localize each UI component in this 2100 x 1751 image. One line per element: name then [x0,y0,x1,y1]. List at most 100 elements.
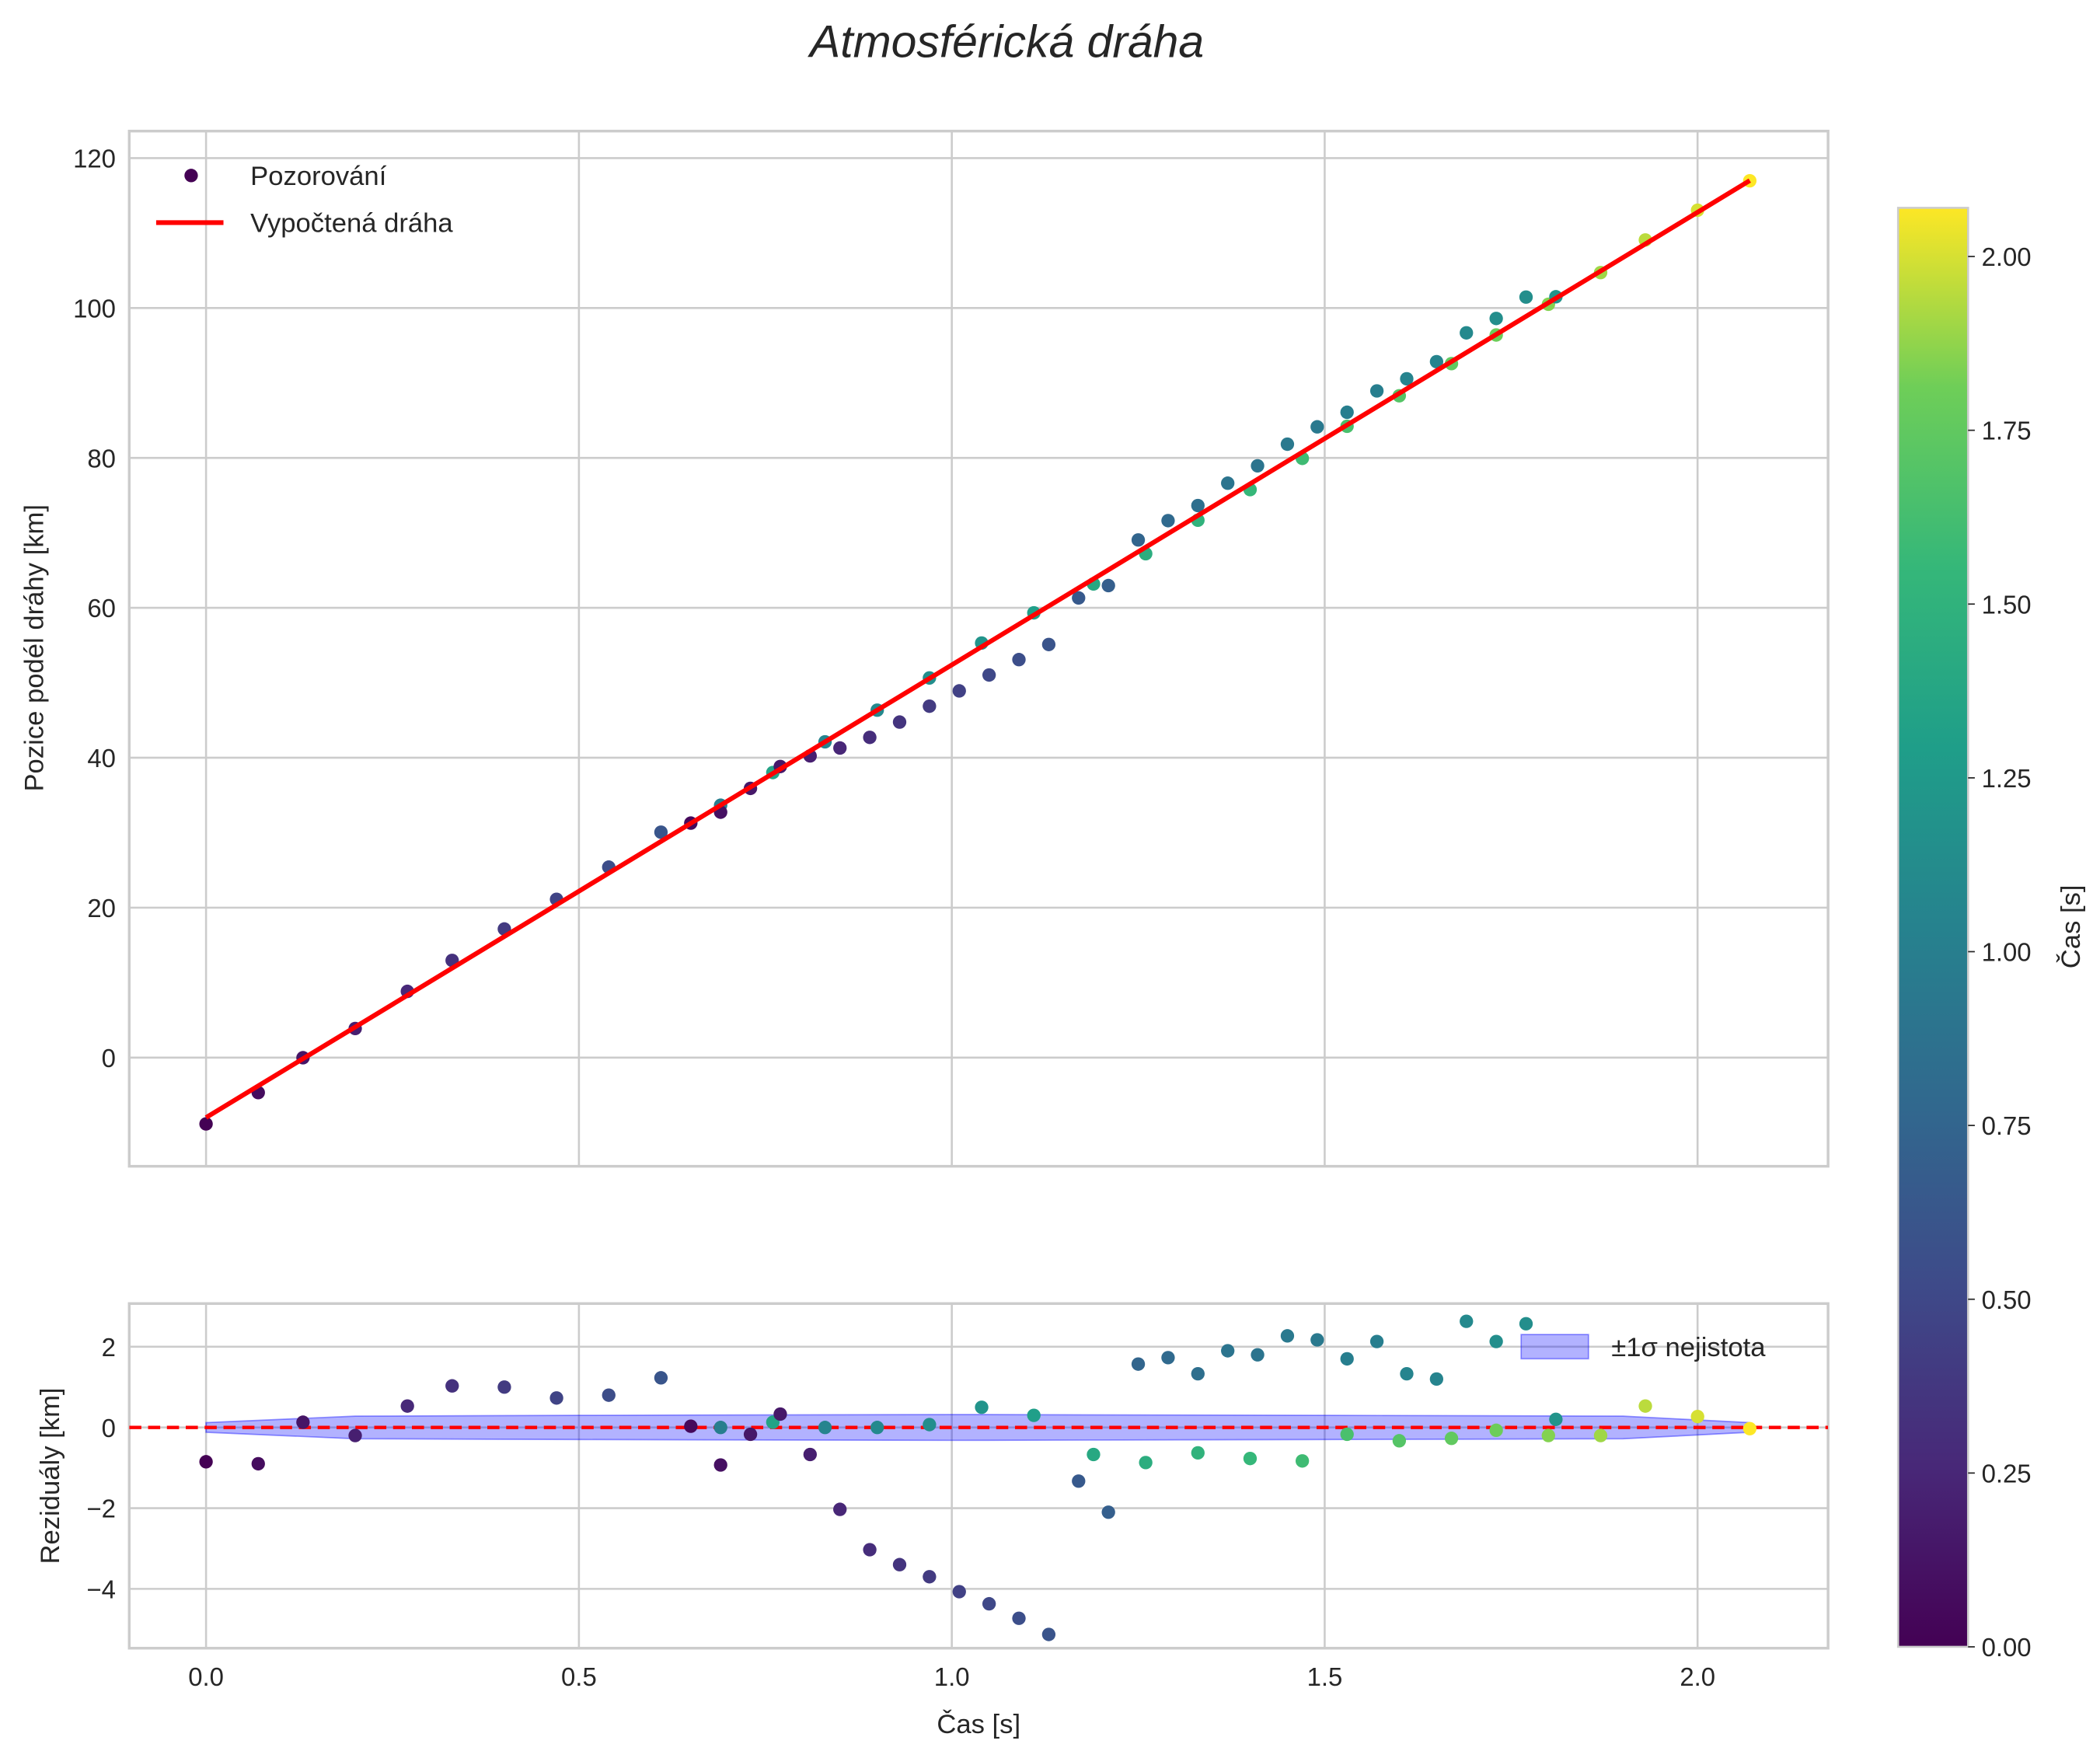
observation-point [1191,498,1205,513]
residual-point [1519,1317,1533,1331]
top-grid [129,131,1829,1167]
residual-legend: ±1σ nejistota [1520,1333,1766,1362]
residual-point [497,1380,511,1394]
residual-axes: −4 −2 0 2 0.0 0.5 1.0 1.5 2.0 Reziduály [km] Ča… [36,1302,1830,1739]
residual-point [348,1428,362,1442]
observation-point [1369,384,1384,398]
observation-point [1310,420,1324,434]
residual-point [1131,1357,1146,1371]
observation-point [1221,476,1235,490]
residual-point [870,1421,884,1435]
chart-title: Atmosférická dráha [808,16,1204,67]
legend-label-band: ±1σ nejistota [1611,1333,1766,1362]
y-tick-label: 20 [87,894,116,923]
observation-point [1012,653,1026,667]
residual-point [1072,1474,1086,1488]
residual-point [602,1388,616,1402]
observation-point [1161,514,1175,528]
residual-point [1101,1505,1115,1519]
observation-point [1519,290,1533,304]
residual-point [1139,1456,1153,1470]
residual-point [251,1456,265,1471]
residual-point [1221,1344,1235,1358]
residual-point [1638,1399,1652,1413]
observation-point [1251,459,1265,473]
y-tick-label: 80 [87,444,116,473]
colorbar-tick-label: 0.50 [1982,1285,2032,1314]
colorbar-label: Čas [s] [2056,884,2086,968]
observation-point [982,668,996,682]
observation-point [952,684,966,698]
observation-point [833,741,847,755]
residual-point [975,1400,989,1414]
observation-point [1041,637,1056,651]
residual-point [296,1415,310,1429]
residual-point [773,1407,787,1421]
colorbar-tick-label: 1.50 [1982,590,2032,619]
residual-point [1400,1366,1414,1381]
residual-point [199,1455,213,1469]
residual-point [654,1371,668,1385]
fit-line [204,178,1751,1120]
residual-point [1295,1454,1310,1468]
residual-y-ticks: −4 −2 0 2 [86,1333,115,1604]
legend-marker-band [1520,1334,1589,1360]
observation-point [199,1117,213,1131]
colorbar-tick-label: 0.00 [1982,1633,2032,1662]
residual-point [1251,1348,1265,1362]
y-tick-label: 2 [102,1333,116,1362]
colorbar-ticks: 0.00 0.25 0.50 0.75 1.00 1.25 1.50 1.75 2.00 [1968,242,2032,1662]
legend-label-fit: Vypočtená dráha [250,209,453,239]
residual-point [892,1557,907,1571]
residual-point [1742,1421,1757,1435]
residual-point [923,1570,937,1584]
top-legend: Pozorování Vypočtená dráha [155,162,453,239]
y-tick-label: −4 [86,1575,115,1603]
residual-point [1489,1334,1503,1348]
residual-point [818,1421,832,1435]
residual-point [1161,1351,1175,1365]
residual-point [1191,1366,1205,1381]
colorbar-tick-label: 2.00 [1982,242,2032,271]
y-tick-label: 100 [73,294,116,323]
residual-point [1690,1410,1704,1424]
observation-point [1340,405,1354,420]
residual-point [549,1391,563,1405]
residual-point [1041,1627,1056,1641]
observation-point [1429,354,1444,369]
residual-point [743,1427,758,1442]
residual-ylabel: Reziduály [km] [36,1387,65,1564]
residual-point [1243,1452,1258,1466]
observation-point [1489,312,1503,326]
residual-point [445,1379,459,1393]
colorbar: 0.00 0.25 0.50 0.75 1.00 1.25 1.50 1.75 2.00 Čas… [1896,207,2086,1662]
legend-label-observations: Pozorování [250,162,387,191]
y-tick-label: 0 [102,1414,116,1442]
colorbar-tick-label: 1.00 [1982,938,2032,967]
residual-point [1489,1423,1503,1437]
y-tick-label: 60 [87,594,116,623]
colorbar-tick-label: 0.75 [1982,1111,2032,1140]
observation-point [923,699,937,713]
residual-point [1012,1611,1026,1625]
colorbar-tick-label: 1.75 [1982,417,2032,445]
residual-point [1549,1412,1563,1426]
top-y-ticks: 0 20 40 60 80 100 120 [73,145,116,1073]
observation-point [892,715,907,729]
x-tick-label: 0.5 [561,1662,597,1691]
x-axis-label: Čas [s] [937,1709,1020,1739]
residual-point [1280,1329,1295,1343]
residual-point [1429,1372,1444,1386]
residual-point [982,1596,996,1611]
residual-point [713,1458,727,1472]
x-tick-label: 2.0 [1680,1662,1715,1691]
colorbar-gradient [1896,207,1969,1648]
residual-point [1460,1314,1474,1328]
residual-point [1087,1447,1101,1462]
residual-point [684,1419,698,1433]
residual-point [803,1447,818,1462]
residual-point [833,1502,847,1516]
residual-point [1340,1352,1354,1366]
residual-scatter [199,1314,1757,1641]
